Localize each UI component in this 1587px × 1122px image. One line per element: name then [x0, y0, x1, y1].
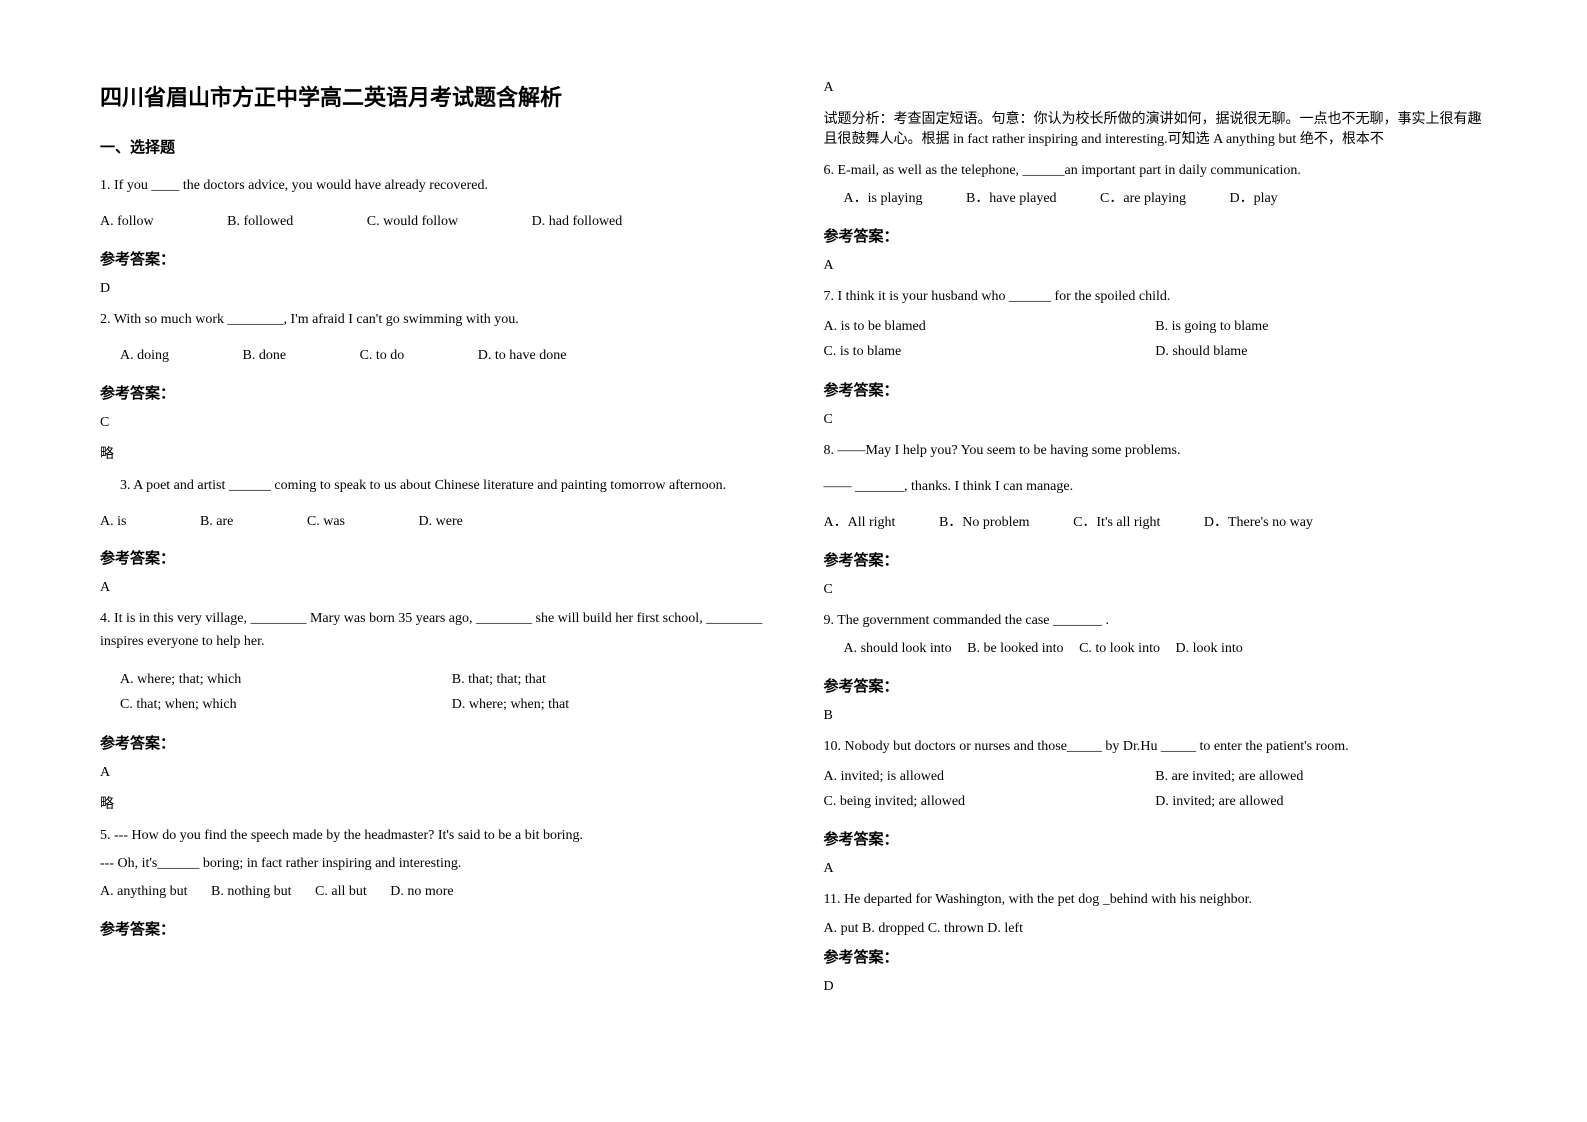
question-10: 10. Nobody but doctors or nurses and tho…: [824, 736, 1488, 758]
opt-d: D. had followed: [532, 211, 623, 233]
question-4: 4. It is in this very village, ________ …: [100, 608, 764, 653]
opt-a: A. is: [100, 511, 126, 533]
answer-label: 参考答案：: [824, 549, 1488, 570]
opt-d: D. where; when; that: [432, 692, 764, 717]
answer-label: 参考答案：: [100, 382, 764, 403]
question-11-options: A. put B. dropped C. thrown D. left: [824, 918, 1488, 940]
question-11: 11. He departed for Washington, with the…: [824, 889, 1488, 911]
opt-c: C．It's all right: [1073, 512, 1160, 534]
opt-a: A. invited; is allowed: [824, 764, 1156, 789]
opt-d: D. invited; are allowed: [1155, 789, 1487, 814]
opt-a: A. doing: [120, 345, 169, 367]
answer-7: C: [824, 412, 1488, 428]
answer-8: C: [824, 582, 1488, 598]
opt-b: B. is going to blame: [1155, 314, 1487, 339]
opt-b: B. that; that; that: [432, 667, 764, 692]
opt-c: C. all but: [315, 881, 367, 903]
answer-label: 参考答案：: [100, 248, 764, 269]
question-8-line2: —— _______, thanks. I think I can manage…: [824, 476, 1488, 498]
question-2-options: A. doing B. done C. to do D. to have don…: [100, 345, 764, 367]
answer-5: A: [824, 80, 1488, 96]
opt-d: D. no more: [390, 881, 453, 903]
opt-a: A. follow: [100, 211, 154, 233]
opt-a: A. is to be blamed: [824, 314, 1156, 339]
question-3-options: A. is B. are C. was D. were: [100, 511, 764, 533]
question-6-options: A．is playing B．have played C．are playing…: [824, 188, 1488, 210]
answer-6: A: [824, 258, 1488, 274]
question-9-options: A. should look into B. be looked into C.…: [824, 638, 1488, 660]
page-container: 四川省眉山市方正中学高二英语月考试题含解析 一、选择题 1. If you __…: [100, 80, 1487, 1007]
answer-label: 参考答案：: [824, 225, 1488, 246]
answer-label: 参考答案：: [100, 918, 764, 939]
question-8-options: A．All right B．No problem C．It's all righ…: [824, 512, 1488, 534]
opt-d: D．play: [1229, 188, 1277, 210]
opt-d: D. were: [419, 511, 463, 533]
opt-a: A．is playing: [844, 188, 923, 210]
question-3: 3. A poet and artist ______ coming to sp…: [100, 475, 764, 497]
question-7-options: A. is to be blamed B. is going to blame …: [824, 314, 1488, 364]
opt-b: B. nothing but: [211, 881, 292, 903]
opt-c: C. is to blame: [824, 339, 1156, 364]
opt-c: C. that; when; which: [100, 692, 432, 717]
note-omit: 略: [100, 793, 764, 813]
opt-b: B．have played: [966, 188, 1057, 210]
opt-c: C. to look into: [1079, 638, 1160, 660]
answer-2: C: [100, 415, 764, 431]
opt-d: D. to have done: [478, 345, 567, 367]
answer-3: A: [100, 580, 764, 596]
question-4-options: A. where; that; which B. that; that; tha…: [100, 667, 764, 717]
question-7: 7. I think it is your husband who ______…: [824, 286, 1488, 308]
question-8-line1: 8. ——May I help you? You seem to be havi…: [824, 440, 1488, 462]
question-2: 2. With so much work ________, I'm afrai…: [100, 309, 764, 331]
opt-b: B. be looked into: [967, 638, 1063, 660]
answer-1: D: [100, 281, 764, 297]
answer-label: 参考答案：: [100, 547, 764, 568]
answer-4: A: [100, 765, 764, 781]
opt-c: C. would follow: [367, 211, 458, 233]
opt-b: B．No problem: [939, 512, 1030, 534]
question-5-options: A. anything but B. nothing but C. all bu…: [100, 881, 764, 903]
question-1-options: A. follow B. followed C. would follow D.…: [100, 211, 764, 233]
opt-d: D．There's no way: [1204, 512, 1313, 534]
page-title: 四川省眉山市方正中学高二英语月考试题含解析: [100, 80, 764, 112]
opt-c: C. was: [307, 511, 345, 533]
question-6: 6. E-mail, as well as the telephone, ___…: [824, 160, 1488, 182]
opt-c: C. being invited; allowed: [824, 789, 1156, 814]
question-1: 1. If you ____ the doctors advice, you w…: [100, 175, 764, 197]
opt-d: D. should blame: [1155, 339, 1487, 364]
question-5-line2: --- Oh, it's______ boring; in fact rathe…: [100, 853, 764, 875]
opt-b: B. are invited; are allowed: [1155, 764, 1487, 789]
opt-c: C．are playing: [1100, 188, 1186, 210]
answer-label: 参考答案：: [824, 828, 1488, 849]
answer-label: 参考答案：: [824, 379, 1488, 400]
opt-a: A. anything but: [100, 881, 188, 903]
answer-10: A: [824, 861, 1488, 877]
note-omit: 略: [100, 443, 764, 463]
answer-11: D: [824, 979, 1488, 995]
opt-a: A. should look into: [844, 638, 952, 660]
opt-a: A. where; that; which: [100, 667, 432, 692]
right-column: A 试题分析：考查固定短语。句意：你认为校长所做的演讲如何，据说很无聊。一点也不…: [824, 80, 1488, 1007]
question-10-options: A. invited; is allowed B. are invited; a…: [824, 764, 1488, 814]
answer-label: 参考答案：: [824, 675, 1488, 696]
answer-label: 参考答案：: [824, 946, 1488, 967]
answer-label: 参考答案：: [100, 732, 764, 753]
question-9: 9. The government commanded the case ___…: [824, 610, 1488, 632]
section-heading: 一、选择题: [100, 136, 764, 157]
opt-b: B. followed: [227, 211, 293, 233]
opt-b: B. done: [243, 345, 287, 367]
left-column: 四川省眉山市方正中学高二英语月考试题含解析 一、选择题 1. If you __…: [100, 80, 764, 1007]
answer-9: B: [824, 708, 1488, 724]
opt-c: C. to do: [360, 345, 405, 367]
opt-b: B. are: [200, 511, 233, 533]
question-5-line1: 5. --- How do you find the speech made b…: [100, 825, 764, 847]
opt-a: A．All right: [824, 512, 896, 534]
opt-d: D. look into: [1175, 638, 1242, 660]
explanation-5: 试题分析：考查固定短语。句意：你认为校长所做的演讲如何，据说很无聊。一点也不无聊…: [824, 108, 1488, 148]
